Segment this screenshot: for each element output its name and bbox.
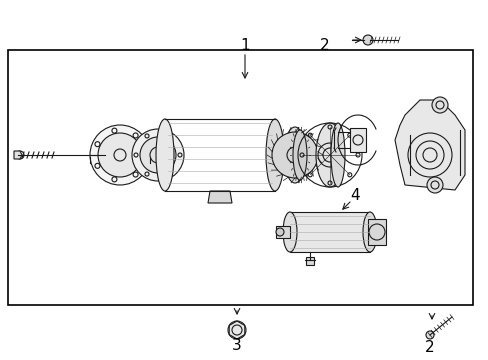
Circle shape xyxy=(271,132,317,178)
Bar xyxy=(289,212,369,252)
Polygon shape xyxy=(394,100,464,190)
Text: 1: 1 xyxy=(240,37,249,53)
Ellipse shape xyxy=(265,119,284,191)
Circle shape xyxy=(98,133,142,177)
Polygon shape xyxy=(14,151,22,159)
Ellipse shape xyxy=(283,212,296,252)
Circle shape xyxy=(132,129,183,181)
Bar xyxy=(305,257,313,265)
Circle shape xyxy=(90,125,150,185)
Text: 2: 2 xyxy=(320,37,329,53)
Polygon shape xyxy=(207,191,231,203)
Ellipse shape xyxy=(156,119,174,191)
Text: 2: 2 xyxy=(425,339,434,355)
Circle shape xyxy=(426,177,442,193)
Ellipse shape xyxy=(315,123,343,187)
Circle shape xyxy=(275,228,284,236)
Circle shape xyxy=(140,137,176,173)
Ellipse shape xyxy=(292,130,306,180)
Ellipse shape xyxy=(284,127,305,183)
Circle shape xyxy=(16,151,24,159)
Text: 3: 3 xyxy=(232,338,242,354)
Bar xyxy=(349,128,365,152)
Bar xyxy=(367,219,385,245)
Bar xyxy=(275,226,289,238)
Text: 4: 4 xyxy=(349,188,359,202)
Circle shape xyxy=(362,35,372,45)
Circle shape xyxy=(425,331,433,339)
Ellipse shape xyxy=(362,212,376,252)
Circle shape xyxy=(227,321,245,339)
Circle shape xyxy=(431,97,447,113)
Ellipse shape xyxy=(330,123,345,187)
Bar xyxy=(8,50,472,305)
